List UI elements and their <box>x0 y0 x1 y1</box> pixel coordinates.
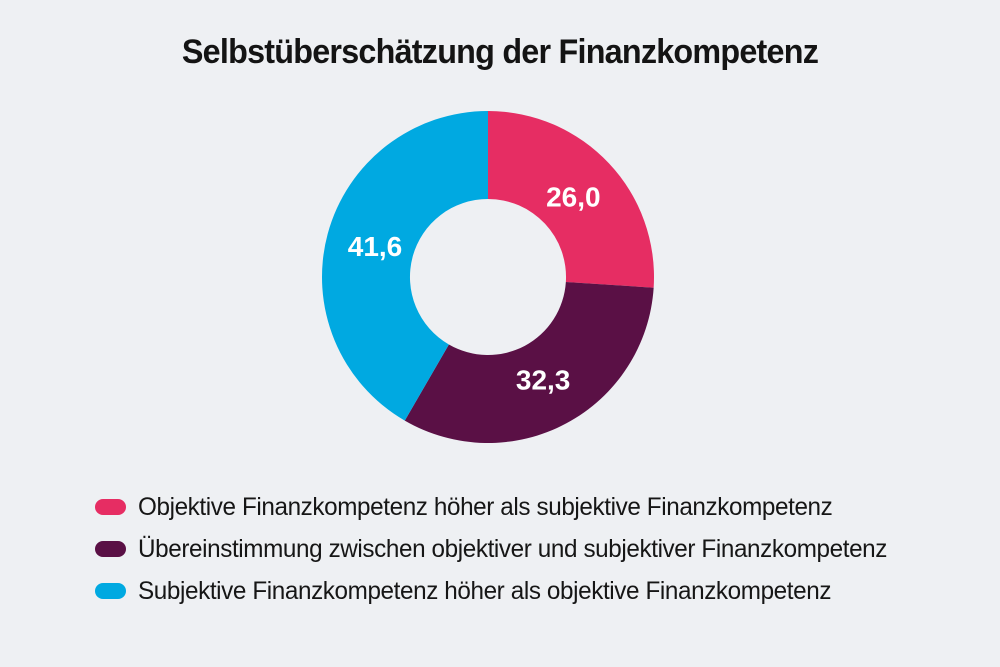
legend-item-match: Übereinstimmung zwischen objektiver und … <box>95 528 910 570</box>
donut-segment-2 <box>321 111 488 421</box>
slice-value-label-2: 41,6 <box>348 231 403 262</box>
legend-label: Objektive Finanzkompetenz höher als subj… <box>138 492 833 521</box>
slice-value-label-0: 26,0 <box>546 181 601 212</box>
legend-label: Übereinstimmung zwischen objektiver und … <box>138 534 888 563</box>
chart-title: Selbstüberschätzung der Finanzkompetenz <box>181 33 819 71</box>
donut-segment-1 <box>404 282 654 444</box>
legend-label: Subjektive Finanzkompetenz höher als obj… <box>138 576 832 605</box>
legend-swatch-pink <box>95 499 126 515</box>
legend-item-subjective-higher: Subjektive Finanzkompetenz höher als obj… <box>95 570 910 612</box>
legend-item-objective-higher: Objektive Finanzkompetenz höher als subj… <box>95 486 910 528</box>
slice-value-label-1: 32,3 <box>516 365 571 396</box>
legend-swatch-light-blue <box>95 583 126 599</box>
legend: Objektive Finanzkompetenz höher als subj… <box>95 486 910 612</box>
donut-segment-0 <box>488 111 655 288</box>
legend-swatch-dark-purple <box>95 541 126 557</box>
donut-chart: 26,0 32,3 41,6 <box>321 111 655 444</box>
